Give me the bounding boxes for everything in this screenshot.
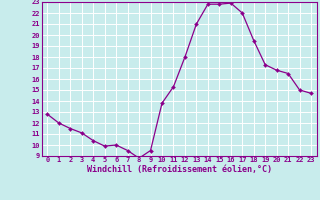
X-axis label: Windchill (Refroidissement éolien,°C): Windchill (Refroidissement éolien,°C) [87, 165, 272, 174]
